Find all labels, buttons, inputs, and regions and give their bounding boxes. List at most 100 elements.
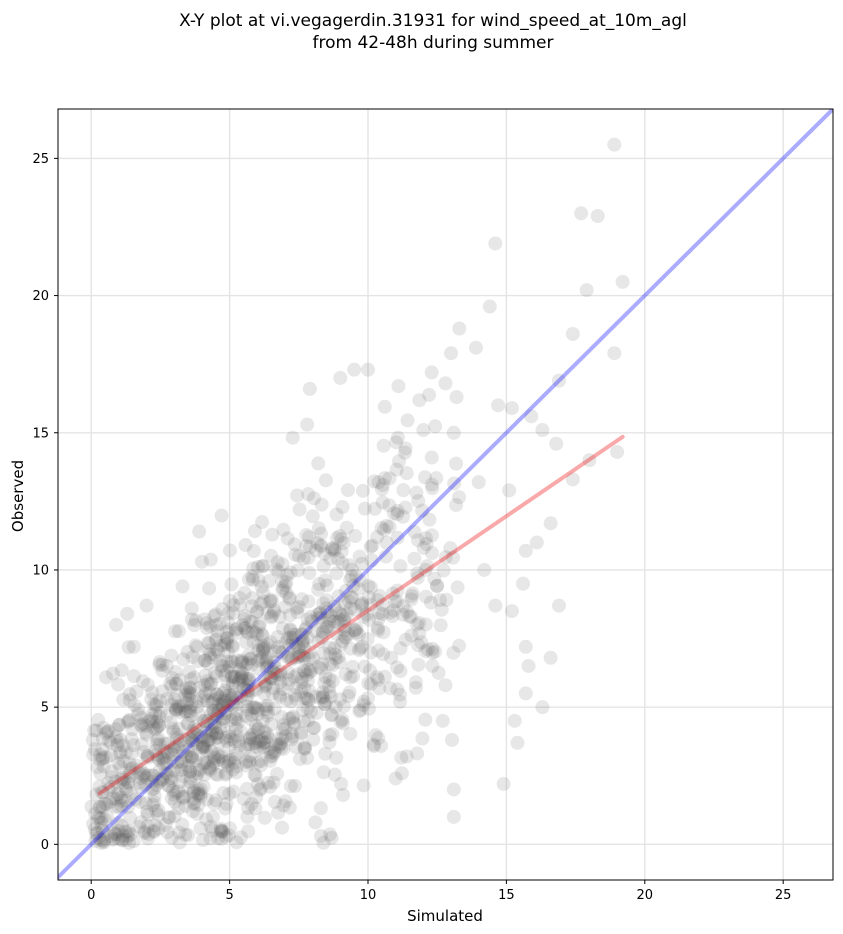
data-point: [297, 691, 312, 706]
data-point: [363, 677, 378, 692]
data-point: [176, 698, 191, 713]
data-point: [251, 702, 266, 717]
data-point: [215, 714, 230, 729]
data-point: [607, 137, 622, 152]
data-point: [310, 607, 325, 622]
data-point: [134, 737, 149, 752]
data-point: [345, 659, 360, 674]
data-point: [260, 708, 275, 723]
data-point: [203, 763, 218, 778]
data-point: [104, 829, 119, 844]
data-point: [112, 717, 127, 732]
data-point: [167, 809, 182, 824]
data-point: [119, 783, 134, 798]
data-point: [224, 713, 239, 728]
data-point: [335, 500, 350, 515]
data-point: [504, 604, 519, 619]
data-point: [280, 567, 295, 582]
data-point: [301, 713, 316, 728]
data-point: [178, 688, 193, 703]
data-point: [131, 702, 146, 717]
data-point: [247, 768, 262, 783]
data-point: [217, 683, 232, 698]
data-point: [183, 771, 198, 786]
data-point: [288, 778, 303, 793]
data-point: [239, 635, 254, 650]
data-point: [94, 815, 109, 830]
data-point: [330, 530, 345, 545]
data-point: [187, 795, 202, 810]
data-point: [206, 749, 221, 764]
data-point: [438, 550, 453, 565]
data-point: [125, 761, 140, 776]
data-point: [107, 827, 122, 842]
data-point: [239, 657, 254, 672]
data-point: [136, 766, 151, 781]
data-point: [300, 673, 315, 688]
data-point: [452, 321, 467, 336]
data-point: [274, 740, 289, 755]
data-point: [140, 807, 155, 822]
data-point: [151, 803, 166, 818]
data-point: [94, 810, 109, 825]
data-point: [208, 793, 223, 808]
data-point: [237, 682, 252, 697]
data-point: [226, 639, 241, 654]
data-point: [160, 736, 175, 751]
data-point: [221, 828, 236, 843]
data-point: [337, 629, 352, 644]
data-point: [174, 755, 189, 770]
data-point: [297, 681, 312, 696]
data-point: [281, 672, 296, 687]
data-point: [140, 750, 155, 765]
data-point: [252, 741, 267, 756]
data-point: [258, 655, 273, 670]
data-point: [123, 762, 138, 777]
data-point: [159, 756, 174, 771]
data-point: [270, 667, 285, 682]
data-point: [449, 390, 464, 405]
data-point: [272, 609, 287, 624]
data-point: [172, 825, 187, 840]
data-point: [446, 550, 461, 565]
data-point: [150, 720, 165, 735]
data-point: [319, 578, 334, 593]
data-point: [92, 752, 107, 767]
data-point: [390, 503, 405, 518]
data-point: [289, 601, 304, 616]
data-point: [101, 733, 116, 748]
data-point: [169, 727, 184, 742]
data-point: [367, 739, 382, 754]
data-point: [306, 720, 321, 735]
data-point: [166, 740, 181, 755]
data-point: [226, 784, 241, 799]
data-point: [209, 687, 224, 702]
data-point: [166, 724, 181, 739]
data-point: [452, 490, 467, 505]
data-point: [357, 609, 372, 624]
data-point: [272, 644, 287, 659]
data-point: [296, 551, 311, 566]
data-point: [242, 754, 257, 769]
data-point: [334, 637, 349, 652]
data-point: [209, 669, 224, 684]
data-point: [311, 456, 326, 471]
data-point: [276, 798, 291, 813]
data-point: [255, 629, 270, 644]
data-point: [282, 590, 297, 605]
data-point: [268, 666, 283, 681]
data-point: [147, 795, 162, 810]
data-point: [345, 590, 360, 605]
data-point: [221, 758, 236, 773]
data-point: [282, 608, 297, 623]
data-point: [376, 647, 391, 662]
data-point: [209, 687, 224, 702]
data-point: [343, 641, 358, 656]
data-point: [210, 767, 225, 782]
data-point: [427, 571, 442, 586]
data-point: [327, 541, 342, 556]
data-point: [298, 741, 313, 756]
data-point: [97, 832, 112, 847]
data-point: [276, 742, 291, 757]
data-point: [275, 731, 290, 746]
